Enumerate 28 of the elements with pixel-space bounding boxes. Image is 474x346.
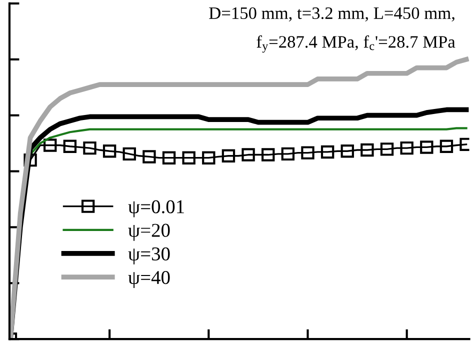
point [24,153,37,167]
legend-label: ψ=20 [128,224,170,241]
point [44,138,57,152]
point [360,143,374,157]
point [380,142,394,156]
legend-label: ψ=30 [128,247,170,264]
point [262,148,275,162]
point [102,144,116,158]
point [340,144,354,158]
point [281,147,295,161]
point [440,140,454,153]
point [122,147,136,161]
point [63,140,77,153]
point [202,151,216,164]
legend-label: ψ=0.01 [128,200,184,218]
point [420,140,434,154]
point [222,149,236,162]
point [301,146,314,160]
point [83,141,96,155]
point [400,141,414,155]
text: f$_{y}$=287.4 MPa, f$_{c}$'=28.7 MPa [256,35,456,53]
text: D=150 mm, t=3.2 mm, L=450 mm, [209,7,454,22]
legend-label: ψ=40 [128,270,170,288]
point [242,148,255,162]
point [142,150,156,164]
point [162,151,176,164]
point [182,151,196,164]
point [320,145,334,159]
